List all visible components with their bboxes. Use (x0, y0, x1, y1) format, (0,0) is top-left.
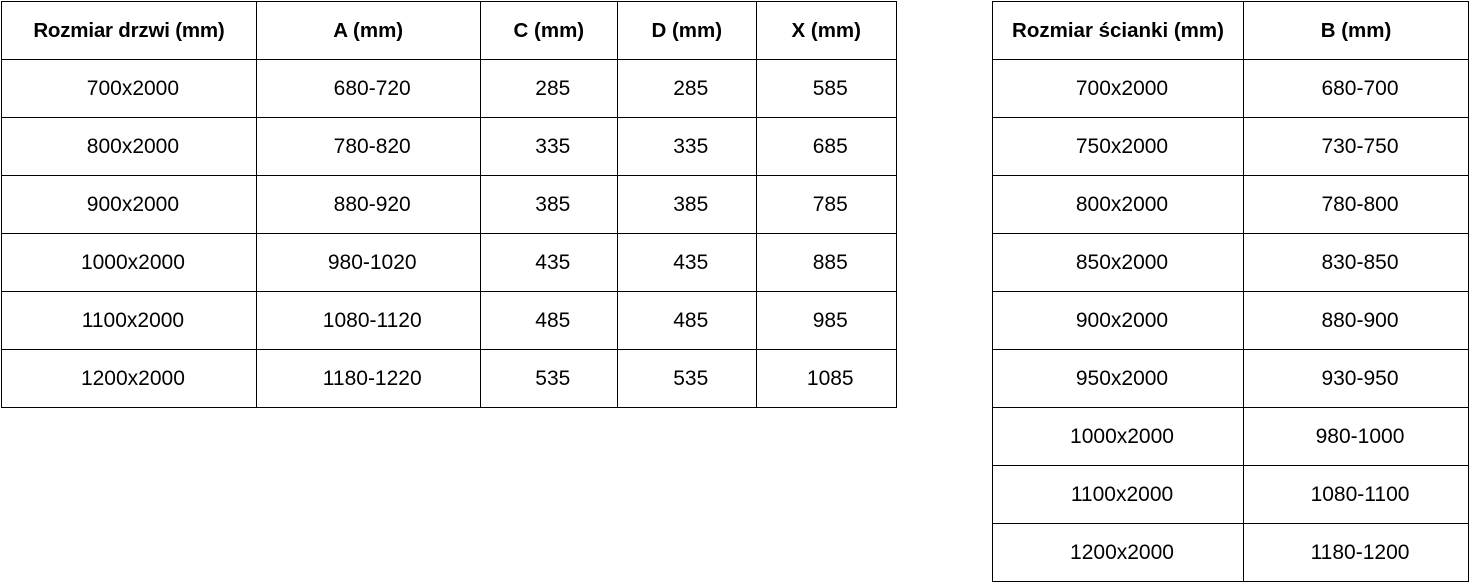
cell-x: 885 (755, 233, 897, 292)
cell-b: 780-800 (1243, 175, 1469, 234)
cell-wall-size: 1100x2000 (992, 465, 1244, 524)
column-header-a: A (mm) (255, 1, 481, 60)
cell-door-size: 1000x2000 (1, 233, 257, 292)
cell-wall-size: 700x2000 (992, 59, 1244, 118)
cell-b: 980-1000 (1243, 407, 1469, 466)
doors-table-body: 700x2000 680-720 285 285 585 800x2000 78… (1, 59, 897, 408)
cell-c: 435 (479, 233, 619, 292)
cell-x: 785 (755, 175, 897, 234)
table-row: 1000x2000 980-1000 (992, 407, 1469, 466)
table-row: 700x2000 680-720 285 285 585 (1, 59, 897, 118)
cell-c: 285 (479, 59, 619, 118)
cell-x: 985 (755, 291, 897, 350)
cell-wall-size: 750x2000 (992, 117, 1244, 176)
cell-wall-size: 1000x2000 (992, 407, 1244, 466)
table-row: 900x2000 880-920 385 385 785 (1, 175, 897, 234)
cell-b: 880-900 (1243, 291, 1469, 350)
cell-a: 1080-1120 (255, 291, 481, 350)
cell-b: 730-750 (1243, 117, 1469, 176)
cell-d: 435 (617, 233, 757, 292)
table-row: 1200x2000 1180-1220 535 535 1085 (1, 349, 897, 408)
column-header-door-size: Rozmiar drzwi (mm) (1, 1, 257, 60)
cell-c: 385 (479, 175, 619, 234)
cell-x: 585 (755, 59, 897, 118)
column-header-c: C (mm) (479, 1, 619, 60)
cell-b: 680-700 (1243, 59, 1469, 118)
cell-c: 335 (479, 117, 619, 176)
wall-table-head: Rozmiar ścianki (mm) B (mm) (992, 1, 1469, 60)
cell-door-size: 900x2000 (1, 175, 257, 234)
cell-x: 685 (755, 117, 897, 176)
cell-b: 1180-1200 (1243, 523, 1469, 582)
cell-a: 780-820 (255, 117, 481, 176)
cell-wall-size: 950x2000 (992, 349, 1244, 408)
cell-d: 285 (617, 59, 757, 118)
doors-table-head: Rozmiar drzwi (mm) A (mm) C (mm) D (mm) … (1, 1, 897, 60)
cell-d: 335 (617, 117, 757, 176)
table-row: 700x2000 680-700 (992, 59, 1469, 118)
table-row: 1100x2000 1080-1100 (992, 465, 1469, 524)
cell-wall-size: 900x2000 (992, 291, 1244, 350)
table-row: 900x2000 880-900 (992, 291, 1469, 350)
table-header-row: Rozmiar drzwi (mm) A (mm) C (mm) D (mm) … (1, 1, 897, 60)
column-header-d: D (mm) (617, 1, 757, 60)
table-row: 800x2000 780-800 (992, 175, 1469, 234)
wall-size-table: Rozmiar ścianki (mm) B (mm) 700x2000 680… (992, 1, 1469, 582)
cell-b: 830-850 (1243, 233, 1469, 292)
cell-b: 930-950 (1243, 349, 1469, 408)
cell-a: 1180-1220 (255, 349, 481, 408)
cell-a: 880-920 (255, 175, 481, 234)
table-row: 1200x2000 1180-1200 (992, 523, 1469, 582)
table-row: 750x2000 730-750 (992, 117, 1469, 176)
cell-door-size: 1100x2000 (1, 291, 257, 350)
cell-d: 385 (617, 175, 757, 234)
table-row: 1000x2000 980-1020 435 435 885 (1, 233, 897, 292)
cell-c: 485 (479, 291, 619, 350)
cell-door-size: 700x2000 (1, 59, 257, 118)
column-header-x: X (mm) (755, 1, 897, 60)
doors-size-table: Rozmiar drzwi (mm) A (mm) C (mm) D (mm) … (1, 1, 897, 408)
wall-table-body: 700x2000 680-700 750x2000 730-750 800x20… (992, 59, 1469, 582)
cell-c: 535 (479, 349, 619, 408)
table-row: 1100x2000 1080-1120 485 485 985 (1, 291, 897, 350)
table-row: 800x2000 780-820 335 335 685 (1, 117, 897, 176)
cell-a: 980-1020 (255, 233, 481, 292)
cell-wall-size: 1200x2000 (992, 523, 1244, 582)
table-row: 850x2000 830-850 (992, 233, 1469, 292)
cell-door-size: 800x2000 (1, 117, 257, 176)
cell-wall-size: 850x2000 (992, 233, 1244, 292)
table-row: 950x2000 930-950 (992, 349, 1469, 408)
table-header-row: Rozmiar ścianki (mm) B (mm) (992, 1, 1469, 60)
cell-d: 485 (617, 291, 757, 350)
cell-door-size: 1200x2000 (1, 349, 257, 408)
cell-x: 1085 (755, 349, 897, 408)
cell-wall-size: 800x2000 (992, 175, 1244, 234)
column-header-b: B (mm) (1243, 1, 1469, 60)
cell-a: 680-720 (255, 59, 481, 118)
cell-d: 535 (617, 349, 757, 408)
cell-b: 1080-1100 (1243, 465, 1469, 524)
column-header-wall-size: Rozmiar ścianki (mm) (992, 1, 1244, 60)
